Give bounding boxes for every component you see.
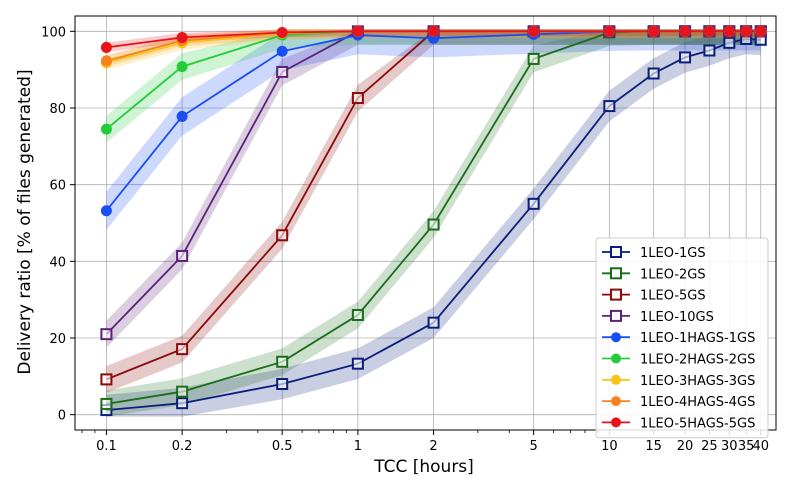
x-axis-label: TCC [hours] — [373, 457, 474, 477]
legend-label-1leo-2gs: 1LEO-2GS — [640, 267, 706, 282]
point-1leo-1gs — [351, 357, 364, 370]
point-1leo-1gs — [703, 44, 716, 57]
x-tick-label: 30 — [721, 439, 738, 454]
legend-label-1leo-5gs: 1LEO-5GS — [640, 289, 706, 304]
point-1leo-2gs — [427, 218, 440, 231]
y-tick-label: 60 — [49, 179, 66, 194]
band-1leo-1gs — [106, 29, 761, 417]
y-tick-label: 80 — [49, 102, 66, 117]
series-markers — [100, 25, 767, 417]
point-1leo-1gs — [427, 316, 440, 329]
point-1leo-5hags-5gs — [100, 41, 112, 53]
point-1leo-1hags-1gs — [176, 110, 188, 122]
point-1leo-5hags-5gs — [679, 25, 691, 37]
legend-marker-1leo-4hags-4gs — [611, 396, 621, 407]
y-tick-label: 40 — [49, 255, 66, 270]
legend-marker-1leo-10gs — [610, 309, 622, 322]
point-1leo-1hags-1gs — [100, 205, 112, 217]
legend-label-1leo-4hags-4gs: 1LEO-4HAGS-4GS — [640, 395, 755, 410]
x-tick-label: 1 — [354, 439, 362, 454]
point-1leo-1gs — [176, 397, 189, 410]
x-tick-label: 0.2 — [172, 439, 193, 454]
legend-label-1leo-2hags-2gs: 1LEO-2HAGS-2GS — [640, 353, 755, 368]
point-1leo-1gs — [723, 36, 736, 49]
point-1leo-10gs — [276, 65, 289, 78]
y-tick-label: 100 — [41, 25, 66, 40]
x-tick-label: 10 — [601, 439, 618, 454]
legend-label-1leo-3hags-3gs: 1LEO-3HAGS-3GS — [640, 374, 755, 389]
y-axis-label: Delivery ratio [% of files generated] — [15, 69, 35, 374]
x-tick-label: 0.1 — [96, 439, 117, 454]
point-1leo-5hags-5gs — [648, 25, 660, 37]
x-tick-label: 20 — [677, 439, 694, 454]
point-1leo-5gs — [100, 373, 113, 386]
legend-label-1leo-1gs: 1LEO-1GS — [640, 246, 706, 261]
point-1leo-5hags-5gs — [740, 25, 752, 37]
point-1leo-1gs — [527, 197, 540, 210]
legend-marker-1leo-1hags-1gs — [611, 332, 621, 343]
legend-marker-1leo-3hags-3gs — [611, 374, 621, 385]
legend-marker-1leo-5hags-5gs — [611, 417, 621, 428]
legend-label-1leo-1hags-1gs: 1LEO-1HAGS-1GS — [640, 331, 755, 346]
point-1leo-5gs — [276, 229, 289, 242]
legend-box — [595, 237, 769, 439]
point-1leo-5hags-5gs — [755, 25, 767, 37]
point-1leo-2gs — [100, 397, 113, 410]
legend-marker-1leo-2gs — [610, 267, 622, 280]
point-1leo-1gs — [276, 378, 289, 390]
x-tick-label: 25 — [701, 439, 718, 454]
point-1leo-5gs — [351, 92, 364, 105]
point-1leo-5hags-5gs — [276, 26, 288, 38]
legend-marker-1leo-1gs — [610, 246, 622, 258]
point-1leo-10gs — [176, 249, 189, 262]
point-1leo-2gs — [176, 385, 189, 398]
legend-label-1leo-5hags-5gs: 1LEO-5HAGS-5GS — [640, 416, 755, 431]
legend-marker-1leo-2hags-2gs — [611, 353, 621, 364]
point-1leo-4hags-4gs — [100, 55, 112, 67]
legend-label-1leo-10gs: 1LEO-10GS — [640, 310, 714, 325]
x-tick-label: 2 — [429, 439, 437, 454]
point-1leo-5hags-5gs — [603, 25, 615, 37]
point-1leo-5hags-5gs — [428, 25, 440, 37]
plot-frame — [74, 15, 777, 431]
point-1leo-5hags-5gs — [723, 25, 735, 37]
point-1leo-5gs — [176, 343, 189, 356]
legend: 1LEO-1GS 1LEO-2GS 1LEO-5GS 1LEO-10GS 1LEO-1H… — [595, 237, 769, 439]
point-1leo-2hags-2gs — [100, 123, 112, 135]
y-tick-label: 0 — [58, 409, 66, 424]
x-tick-label: 5 — [530, 439, 538, 454]
point-1leo-2gs — [276, 355, 289, 368]
point-1leo-1gs — [679, 51, 692, 64]
point-1leo-10gs — [100, 328, 113, 341]
point-1leo-5hags-5gs — [703, 25, 715, 37]
band-1leo-2hags-2gs — [106, 29, 761, 143]
band-1leo-1hags-1gs — [106, 29, 761, 230]
x-tick-label: 15 — [645, 439, 662, 454]
point-1leo-2gs — [351, 309, 364, 321]
band-1leo-5gs — [106, 29, 761, 393]
x-tick-label: 40 — [752, 439, 769, 454]
point-1leo-5hags-5gs — [176, 31, 188, 43]
point-1leo-5hags-5gs — [352, 25, 364, 37]
point-1leo-1hags-1gs — [276, 45, 288, 57]
point-1leo-1gs — [603, 100, 616, 113]
legend-marker-1leo-5gs — [610, 288, 622, 301]
point-1leo-1gs — [647, 67, 660, 80]
x-tick-label: 0.5 — [272, 439, 293, 454]
y-tick-label: 20 — [49, 332, 66, 347]
point-1leo-2hags-2gs — [176, 61, 188, 73]
point-1leo-5hags-5gs — [528, 25, 540, 37]
y-axis-ticks: 0 20 40 60 80 100 — [41, 25, 75, 424]
x-tick-label: 35 — [738, 439, 755, 454]
point-1leo-2gs — [527, 52, 540, 65]
